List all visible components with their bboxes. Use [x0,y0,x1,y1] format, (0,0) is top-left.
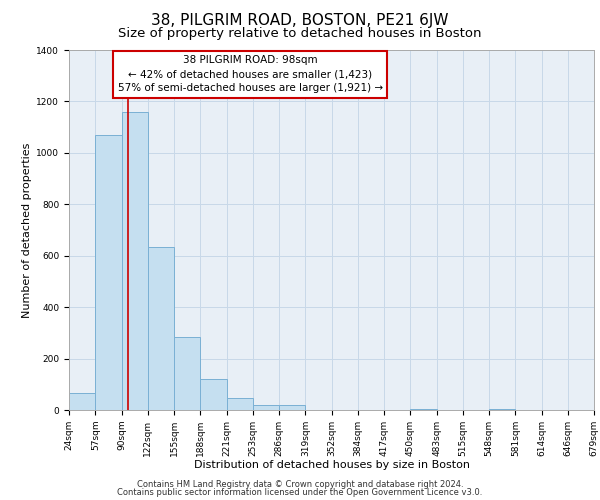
Bar [122,112,148,410]
Bar [200,379,227,410]
Bar [279,405,305,410]
Bar [410,408,437,410]
Y-axis label: Number of detached properties: Number of detached properties [22,142,32,318]
Bar [253,405,279,410]
Bar [95,135,122,410]
Text: Contains HM Land Registry data © Crown copyright and database right 2024.: Contains HM Land Registry data © Crown c… [137,480,463,489]
Bar [489,408,515,410]
X-axis label: Distribution of detached houses by size in Boston: Distribution of detached houses by size … [193,460,470,470]
Text: Size of property relative to detached houses in Boston: Size of property relative to detached ho… [118,28,482,40]
Bar [69,394,95,410]
Text: Contains public sector information licensed under the Open Government Licence v3: Contains public sector information licen… [118,488,482,497]
Bar [174,336,200,410]
Text: 38 PILGRIM ROAD: 98sqm
← 42% of detached houses are smaller (1,423)
57% of semi-: 38 PILGRIM ROAD: 98sqm ← 42% of detached… [118,56,383,94]
Bar [227,398,253,410]
Bar [148,246,174,410]
Text: 38, PILGRIM ROAD, BOSTON, PE21 6JW: 38, PILGRIM ROAD, BOSTON, PE21 6JW [151,12,449,28]
